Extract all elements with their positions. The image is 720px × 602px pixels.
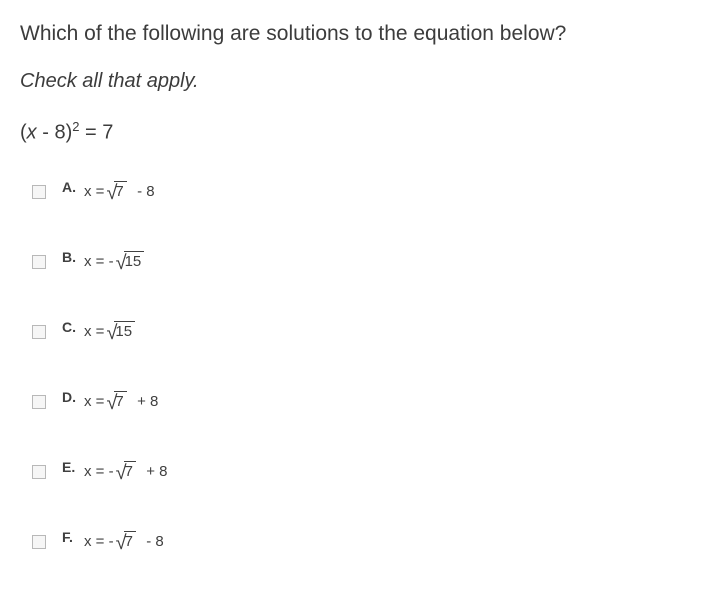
equation-const: - 8 [42, 122, 65, 144]
equation-var: x [27, 122, 37, 144]
option-c: C. x = √ 15 [32, 317, 700, 347]
radicand: 15 [114, 321, 135, 342]
option-d: D. x = √ 7 + 8 [32, 387, 700, 417]
sqrt-icon: √ 7 [116, 531, 136, 552]
expr-prefix: x = [84, 183, 104, 200]
equation-rhs: 7 [102, 122, 113, 144]
option-label: E. [62, 459, 84, 475]
radical-symbol: √ [106, 183, 117, 203]
question-text: Which of the following are solutions to … [20, 22, 700, 46]
option-label: D. [62, 389, 84, 405]
option-a: A. x = √ 7 - 8 [32, 177, 700, 207]
checkbox-e[interactable] [32, 465, 46, 479]
expr-prefix: x = [84, 393, 104, 410]
option-label: C. [62, 319, 84, 335]
radicand: 15 [124, 251, 145, 272]
radical-symbol: √ [106, 393, 117, 413]
expr-suffix: - 8 [129, 183, 155, 200]
sqrt-icon: √ 7 [106, 391, 126, 412]
option-label: A. [62, 179, 84, 195]
radical-symbol: √ [106, 323, 117, 343]
option-expression: x = - √ 15 [84, 251, 146, 272]
expr-prefix: x = - [84, 463, 114, 480]
option-expression: x = - √ 7 - 8 [84, 531, 164, 552]
expr-prefix: x = [84, 323, 104, 340]
checkbox-a[interactable] [32, 185, 46, 199]
option-expression: x = √ 15 [84, 321, 137, 342]
option-label: B. [62, 249, 84, 265]
checkbox-c[interactable] [32, 325, 46, 339]
option-expression: x = - √ 7 + 8 [84, 461, 168, 482]
radical-symbol: √ [116, 253, 127, 273]
option-expression: x = √ 7 + 8 [84, 391, 158, 412]
options-list: A. x = √ 7 - 8 B. x = - √ 15 C. x = [20, 177, 700, 557]
expr-suffix: - 8 [138, 533, 164, 550]
expr-suffix: + 8 [129, 393, 159, 410]
option-e: E. x = - √ 7 + 8 [32, 457, 700, 487]
instruction-text: Check all that apply. [20, 70, 700, 93]
option-f: F. x = - √ 7 - 8 [32, 527, 700, 557]
option-b: B. x = - √ 15 [32, 247, 700, 277]
expr-prefix: x = - [84, 533, 114, 550]
option-expression: x = √ 7 - 8 [84, 181, 155, 202]
option-label: F. [62, 529, 84, 545]
sqrt-icon: √ 7 [116, 461, 136, 482]
equation: (x - 8)2 = 7 [20, 119, 700, 145]
checkbox-f[interactable] [32, 535, 46, 549]
equation-exponent: 2 [72, 119, 79, 134]
checkbox-d[interactable] [32, 395, 46, 409]
sqrt-icon: √ 15 [106, 321, 135, 342]
checkbox-b[interactable] [32, 255, 46, 269]
radical-symbol: √ [116, 533, 127, 553]
expr-suffix: + 8 [138, 463, 168, 480]
radical-symbol: √ [116, 463, 127, 483]
sqrt-icon: √ 7 [106, 181, 126, 202]
expr-prefix: x = - [84, 253, 114, 270]
sqrt-icon: √ 15 [116, 251, 145, 272]
